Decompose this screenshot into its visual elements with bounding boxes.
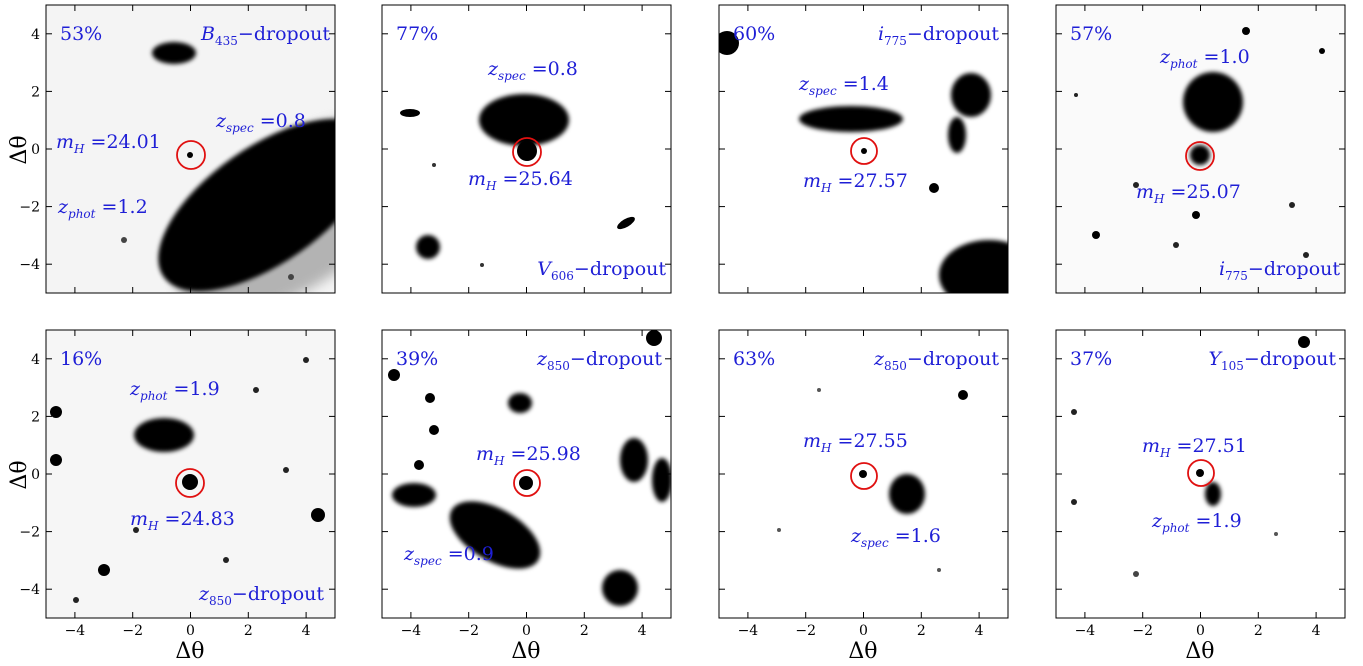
target-circle: [513, 469, 541, 497]
spec-z-label: zspec =0.8: [487, 58, 578, 83]
phot-z-label: zphot =1.0: [1159, 46, 1250, 71]
panel-1-image: [46, 5, 335, 293]
magnitude-label: mH =25.98: [476, 443, 581, 468]
x-tick-label: 0: [522, 623, 531, 639]
panel-8-image: [1056, 330, 1345, 618]
x-tick-label: 4: [302, 623, 311, 639]
y-tick-label: 4: [31, 27, 40, 43]
y-tick-label: −2: [19, 200, 40, 216]
x-tick-label: 0: [859, 623, 868, 639]
y-tick-label: 2: [31, 84, 40, 100]
magnitude-label: mH =27.57: [803, 170, 908, 195]
y-axis-label: Δθ: [7, 135, 32, 164]
panel-5: 16% z850−dropout zphot =1.9 mH =24.83: [45, 329, 336, 619]
x-tick-label: −4: [738, 623, 759, 639]
panel-7: 63% z850−dropout mH =27.55 zspec =1.6: [718, 329, 1009, 619]
x-tick-label: 4: [975, 623, 984, 639]
x-tick-label: 2: [580, 623, 589, 639]
x-tick-label: −2: [1132, 623, 1153, 639]
dropout-label: z850−dropout: [198, 583, 324, 608]
y-tick-label: 2: [31, 409, 40, 425]
y-tick-label: −4: [19, 257, 40, 273]
completeness-percent: 63%: [733, 348, 775, 370]
magnitude-label: mH =24.01: [56, 131, 161, 156]
x-tick-label: −2: [795, 623, 816, 639]
spec-z-label: zspec =1.6: [850, 525, 941, 550]
target-circle: [512, 137, 542, 167]
panel-3: 60% i775−dropout zspec =1.4 mH =27.57: [718, 4, 1009, 294]
target-circle: [175, 468, 205, 498]
panel-2-image: [382, 5, 671, 293]
completeness-percent: 39%: [396, 348, 438, 370]
y-tick-label: −2: [19, 525, 40, 541]
panel-2: 77% V606−dropout zspec =0.8 mH =25.64: [381, 4, 672, 294]
y-tick-label: 4: [31, 352, 40, 368]
x-axis-label: Δθ: [848, 639, 877, 664]
panel-8: 37% Y105−dropout mH =27.51 zphot =1.9: [1055, 329, 1346, 619]
panel-3-image: [719, 5, 1008, 293]
x-tick-label: −4: [65, 623, 86, 639]
x-tick-label: 0: [186, 623, 195, 639]
spec-z-label: zspec =1.4: [798, 73, 889, 98]
completeness-percent: 53%: [60, 23, 102, 45]
x-tick-label: −4: [1075, 623, 1096, 639]
panel-4: 57% i775−dropout zphot =1.0 mH =25.07: [1055, 4, 1346, 294]
magnitude-label: mH =27.51: [1142, 435, 1247, 460]
x-axis-label: Δθ: [1185, 639, 1214, 664]
magnitude-label: mH =25.07: [1136, 181, 1241, 206]
phot-z-label: zphot =1.9: [129, 378, 220, 403]
panel-7-image: [719, 330, 1008, 618]
spec-z-label: zspec =0.9: [403, 543, 494, 568]
dropout-label: i775−dropout: [878, 23, 999, 48]
y-axis-label: Δθ: [7, 460, 32, 489]
target-circle: [1185, 141, 1215, 171]
dropout-label: V606−dropout: [537, 258, 666, 283]
x-tick-label: −2: [458, 623, 479, 639]
y-tick-label: 0: [31, 467, 40, 483]
x-tick-label: 4: [1312, 623, 1321, 639]
phot-z-label: zphot =1.9: [1151, 510, 1242, 535]
magnitude-label: mH =24.83: [130, 508, 235, 533]
dropout-label: Y105−dropout: [1208, 348, 1336, 373]
magnitude-label: mH =27.55: [803, 430, 908, 455]
dropout-label: i775−dropout: [1219, 258, 1340, 283]
target-circle: [850, 137, 878, 165]
target-circle: [1187, 459, 1215, 487]
y-tick-label: 0: [31, 142, 40, 158]
completeness-percent: 60%: [733, 23, 775, 45]
x-tick-label: 2: [244, 623, 253, 639]
completeness-percent: 37%: [1070, 348, 1112, 370]
x-axis-label: Δθ: [511, 639, 540, 664]
x-tick-label: 2: [917, 623, 926, 639]
magnitude-label: mH =25.64: [468, 168, 573, 193]
target-circle: [176, 140, 206, 170]
spec-z-label: zspec =0.8: [215, 110, 306, 135]
x-tick-label: −4: [401, 623, 422, 639]
panel-6-image: [382, 330, 671, 618]
target-circle: [850, 462, 878, 490]
x-tick-label: 4: [638, 623, 647, 639]
panel-4-image: [1056, 5, 1345, 293]
x-tick-label: 0: [1196, 623, 1205, 639]
dropout-label: z850−dropout: [536, 348, 662, 373]
phot-z-label: zphot =1.2: [57, 196, 148, 221]
axis-ticks: 4 2 0 −2 −4 −4 4 −2 2 0 0 2 −2 4 −4 −4 −2 0 2 4 −4 −2 0 2 4 −4 −2 0…: [19, 5, 1345, 639]
y-tick-label: −4: [19, 582, 40, 598]
x-axis-label: Δθ: [175, 639, 204, 664]
x-tick-label: −2: [122, 623, 143, 639]
completeness-percent: 77%: [396, 23, 438, 45]
panel-5-image: [46, 330, 335, 618]
panel-6: 39% z850−dropout mH =25.98 zspec =0.9: [381, 329, 672, 619]
x-tick-label: 2: [1254, 623, 1263, 639]
dropout-label: z850−dropout: [873, 348, 999, 373]
completeness-percent: 16%: [60, 348, 102, 370]
completeness-percent: 57%: [1070, 23, 1112, 45]
dropout-label: B435−dropout: [200, 23, 330, 48]
